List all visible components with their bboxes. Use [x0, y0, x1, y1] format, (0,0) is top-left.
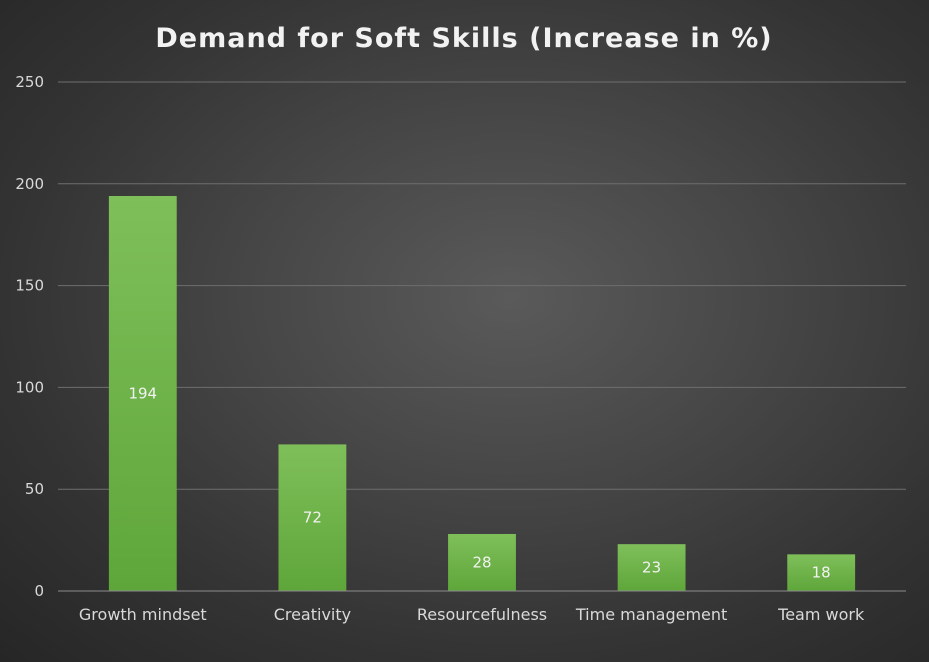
- bar: [108, 196, 177, 592]
- x-category-label: Resourcefulness: [417, 605, 547, 624]
- data-label: 28: [472, 553, 491, 571]
- bar: [448, 533, 516, 591]
- bar: [787, 554, 856, 591]
- gridlines: [58, 81, 906, 490]
- data-label: 23: [642, 559, 661, 577]
- x-category-label: Creativity: [274, 605, 351, 624]
- x-axis-categories: Growth mindset Creativity Resourcefulness T…: [79, 605, 865, 624]
- bars: [108, 196, 856, 592]
- y-tick-label: 150: [15, 277, 44, 295]
- bar: [278, 444, 347, 591]
- bar: [617, 544, 686, 591]
- chart-title: Demand for Soft Skills (Increase in %): [155, 23, 772, 54]
- x-category-label: Growth mindset: [79, 605, 207, 624]
- y-tick-label: 200: [15, 175, 44, 193]
- y-axis-ticks: 0 50 100 150 200 250: [15, 73, 44, 600]
- data-labels: 194 72 28 23 18: [128, 385, 830, 582]
- x-category-label: Team work: [777, 605, 865, 624]
- x-category-label: Time management: [575, 605, 727, 624]
- y-tick-label: 50: [25, 480, 44, 498]
- data-label: 18: [812, 564, 831, 582]
- data-label: 72: [303, 509, 322, 527]
- y-tick-label: 250: [15, 73, 44, 91]
- y-tick-label: 100: [15, 378, 44, 396]
- y-tick-label: 0: [34, 582, 44, 600]
- data-label: 194: [128, 385, 157, 403]
